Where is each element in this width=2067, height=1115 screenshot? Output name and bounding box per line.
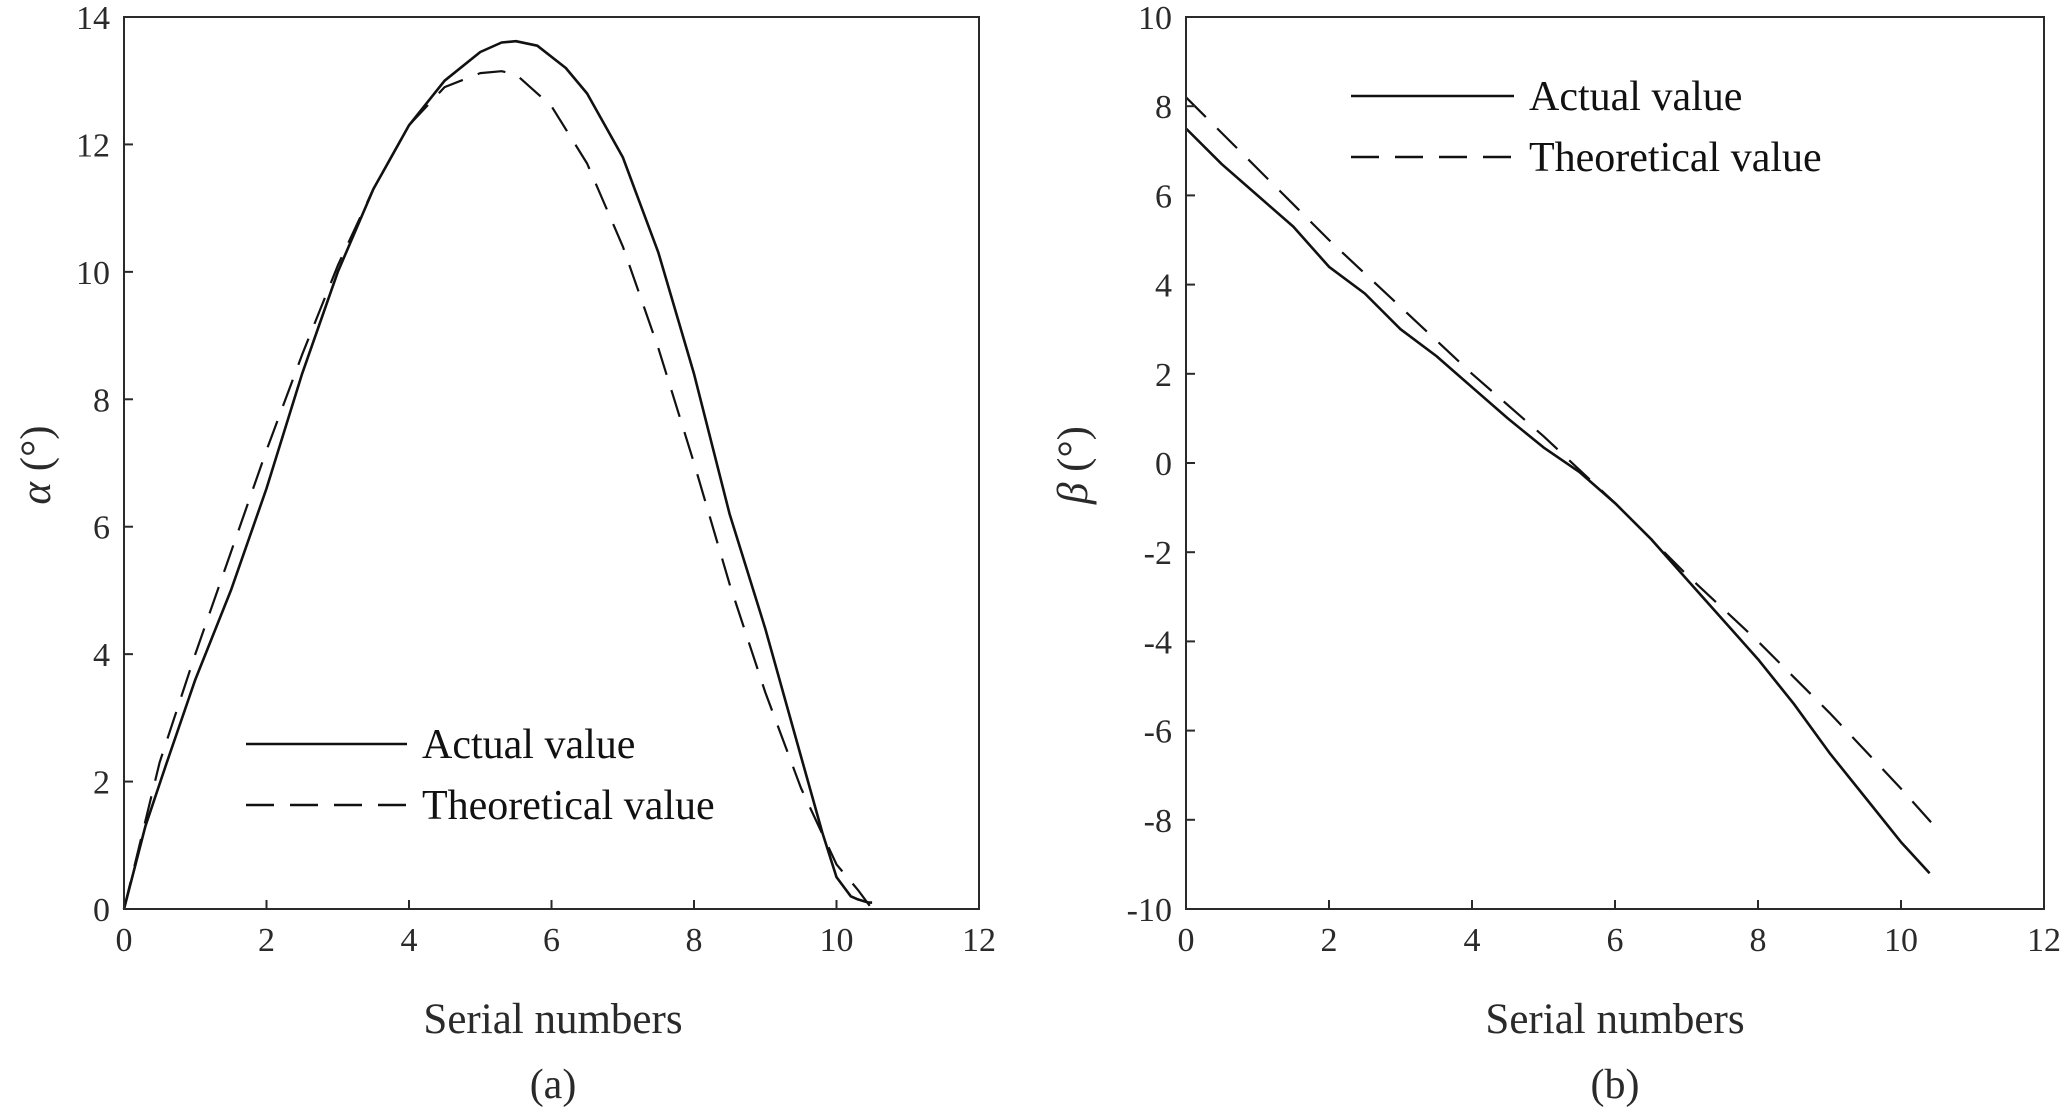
panel-a-y-axis-unit: (°) xyxy=(13,425,60,482)
panel-a-actual-value-line xyxy=(122,39,873,910)
panel-a-series xyxy=(122,39,873,910)
panel-a-x-tick-label: 8 xyxy=(686,922,703,959)
panel-b-y-tick-label: -6 xyxy=(1144,714,1172,751)
panel-b-y-tick-label: 0 xyxy=(1155,446,1172,483)
panel-a-y-tick-label: 2 xyxy=(93,765,110,802)
panel-b-y-axis-unit: (°) xyxy=(1050,426,1097,483)
panel-b: 0 2 4 6 8 10 12 -10 -8 -6 -4 -2 0 2 4 6 8 10 Actual value… xyxy=(1050,0,2061,1108)
panel-b-y-tick-label: -10 xyxy=(1127,892,1172,929)
panel-b-x-tick-label: 8 xyxy=(1750,922,1767,959)
panel-b-y-axis-symbol: β xyxy=(1050,482,1097,505)
panel-b-axes-frame xyxy=(1185,16,2045,910)
panel-b-legend-actual: Actual value xyxy=(1529,74,1742,120)
panel-b-y-tick-label: 4 xyxy=(1155,268,1172,305)
panel-a-y-axis-symbol: α xyxy=(13,481,60,505)
panel-b-x-tick-label: 0 xyxy=(1178,922,1195,959)
panel-b-actual-value-line xyxy=(1185,127,1931,875)
panel-a-x-tick-label: 2 xyxy=(258,922,275,959)
panel-a-x-tick-label: 0 xyxy=(116,922,133,959)
panel-a-x-tick-label: 6 xyxy=(543,922,560,959)
panel-a-legend-actual: Actual value xyxy=(422,722,635,768)
panel-b-y-axis-title: β (°) xyxy=(1050,426,1097,505)
panel-a-x-axis-title: Serial numbers xyxy=(423,996,682,1043)
panel-b-x-tick-label: 2 xyxy=(1321,922,1338,959)
panel-a-legend-theoretical: Theoretical value xyxy=(422,783,715,829)
panel-b-y-tick-label: 2 xyxy=(1155,357,1172,394)
panel-b-y-tick-label: 8 xyxy=(1155,89,1172,126)
panel-b-x-tick-label: 12 xyxy=(2027,922,2061,959)
panel-b-x-tick-label: 4 xyxy=(1464,922,1481,959)
panel-b-y-tick-label: 10 xyxy=(1138,0,1172,37)
panel-a-caption: (a) xyxy=(530,1062,577,1108)
panel-b-y-tick-label: -2 xyxy=(1144,535,1172,572)
panel-a-legend: Actual value Theoretical value xyxy=(246,722,715,829)
panel-a-x-tick-label: 12 xyxy=(962,922,996,959)
panel-a-axes-frame xyxy=(123,16,980,910)
panel-a-x-tick-label: 10 xyxy=(820,922,854,959)
panel-b-theoretical-value-line xyxy=(1185,96,1938,830)
panel-a-y-tick-label: 4 xyxy=(93,637,110,674)
panel-a-x-tick-label: 4 xyxy=(401,922,418,959)
panel-a-y-tick-label: 6 xyxy=(93,510,110,547)
panel-b-series xyxy=(1185,96,1938,875)
panel-b-y-tick-label: -8 xyxy=(1144,803,1172,840)
panel-a-y-tick-label: 12 xyxy=(76,127,110,164)
panel-b-x-tick-label: 10 xyxy=(1884,922,1918,959)
panel-b-caption: (b) xyxy=(1591,1062,1640,1108)
panel-b-y-tick-label: -4 xyxy=(1144,624,1172,661)
panel-b-x-tick-label: 6 xyxy=(1607,922,1624,959)
panel-a-y-tick-label: 0 xyxy=(93,892,110,929)
panel-a-y-tick-label: 8 xyxy=(93,382,110,419)
panel-b-ticks: 0 2 4 6 8 10 12 -10 -8 -6 -4 -2 0 2 4 6 8 10 xyxy=(1127,0,2061,959)
panel-a-y-axis-title: α (°) xyxy=(13,425,60,504)
panel-a-theoretical-value-line xyxy=(122,70,873,910)
panel-b-legend-theoretical: Theoretical value xyxy=(1529,135,1822,181)
panel-a: 0 2 4 6 8 10 12 0 2 4 6 8 10 12 14 Actual value Theore… xyxy=(13,0,996,1108)
panel-b-legend: Actual value Theoretical value xyxy=(1351,74,1822,181)
panel-b-x-axis-title: Serial numbers xyxy=(1485,996,1744,1043)
panel-b-y-tick-label: 6 xyxy=(1155,178,1172,215)
panel-a-y-tick-label: 10 xyxy=(76,255,110,292)
panel-a-y-tick-label: 14 xyxy=(76,0,110,37)
